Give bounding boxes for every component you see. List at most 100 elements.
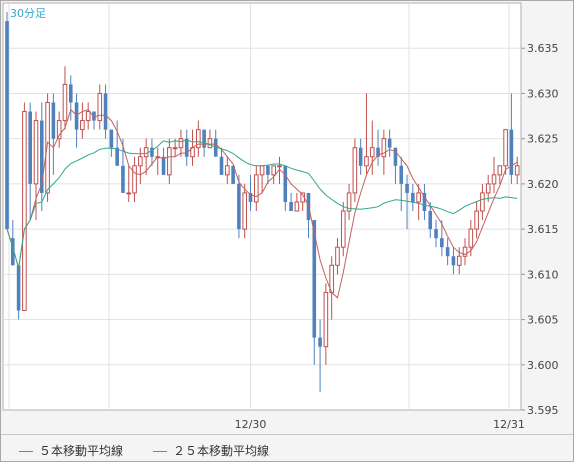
candle-body [184, 138, 189, 157]
candle-body [68, 84, 73, 103]
candle-body [80, 120, 85, 131]
candle-body [33, 120, 39, 185]
candle-body [62, 83, 68, 122]
candle-body [207, 138, 213, 149]
plot-area [2, 2, 522, 411]
candle-body [45, 101, 50, 194]
candle-body [219, 156, 224, 175]
candle-body [376, 147, 380, 157]
x-tick-label: 12/30 [235, 418, 267, 431]
candle-body [121, 165, 125, 193]
candle-body [485, 183, 491, 194]
candle-body [242, 192, 248, 230]
candle-body [451, 256, 456, 266]
candle-body [312, 220, 317, 338]
candle-body [271, 165, 276, 176]
candle-body [289, 201, 293, 212]
candle-body [503, 129, 508, 167]
candle-body [346, 192, 352, 212]
candle-body [456, 255, 462, 266]
candle-body [474, 210, 479, 230]
candle-body [259, 165, 265, 176]
candle-body [340, 210, 346, 248]
y-tick-label: 3.605 [527, 314, 559, 327]
y-tick-label: 3.620 [527, 178, 559, 191]
ma5-line [6, 108, 518, 299]
candle-body [16, 265, 21, 311]
y-tick-label: 3.600 [527, 359, 559, 372]
candle-body [358, 147, 363, 166]
candle-body [445, 247, 450, 257]
candle-body [126, 192, 132, 195]
candle-body [178, 138, 184, 149]
legend-item-ma25: ２５本移動平均線 [153, 442, 269, 459]
candle-body [56, 120, 62, 140]
candle-body [103, 93, 108, 130]
candle-body [231, 165, 235, 184]
candle-body [514, 165, 520, 176]
candle-body [167, 147, 172, 176]
candle-body [369, 147, 375, 158]
legend: ５本移動平均線 ２５本移動平均線 [1, 434, 573, 462]
candle-body [248, 192, 253, 202]
candle-body [393, 147, 398, 166]
candle-body [161, 156, 166, 175]
candle-body [381, 138, 387, 158]
ma25-line [6, 139, 518, 269]
y-tick-label: 3.635 [527, 42, 559, 55]
candle-body [468, 228, 474, 248]
candle-body [364, 156, 369, 167]
candle-body [480, 192, 485, 212]
candle-body [399, 165, 404, 184]
candle-body [143, 147, 149, 158]
candle-body [150, 147, 154, 157]
legend-label-ma25: ２５本移動平均線 [173, 444, 270, 458]
candle-body [294, 201, 300, 212]
candle-body [225, 165, 230, 176]
candle-body [434, 229, 438, 239]
y-tick-label: 3.625 [527, 133, 559, 146]
candle-body [28, 111, 32, 184]
legend-item-ma5: ５本移動平均線 [19, 442, 123, 459]
candle-body [22, 111, 27, 312]
candle-body [196, 129, 201, 149]
candle-body [462, 246, 468, 257]
ma5-swatch [19, 451, 33, 452]
candle-body [411, 192, 415, 202]
candle-body [416, 192, 421, 203]
candle-body [497, 165, 503, 176]
candle-body [5, 21, 9, 230]
candle-body [318, 337, 322, 347]
candle-body [323, 291, 329, 348]
candle-body [109, 129, 114, 148]
candle-body [138, 156, 143, 167]
candle-body [172, 147, 178, 150]
y-tick-label: 3.630 [527, 87, 559, 100]
x-tick-label: 12/31 [493, 418, 525, 431]
candle-body [237, 183, 241, 230]
candle-body [509, 129, 514, 175]
candle-body [202, 129, 206, 148]
candle-body [74, 102, 79, 130]
candle-body [85, 111, 91, 122]
legend-label-ma5: ５本移動平均線 [39, 444, 124, 458]
candle-body [97, 92, 103, 122]
candle-body [440, 238, 444, 248]
candle-body [51, 102, 56, 139]
y-tick-label: 3.615 [527, 223, 559, 236]
candle-body [277, 165, 282, 168]
candle-body [283, 165, 288, 202]
candle-body [491, 174, 497, 185]
ma25-swatch [153, 451, 167, 452]
candle-body [335, 246, 340, 266]
candle-body [39, 120, 44, 193]
candle-body [132, 165, 137, 194]
candle-body [213, 138, 218, 157]
candlestick-chart: 3.595 3.600 3.605 3.610 3.615 3.620 3.625 3.630… [2, 2, 559, 431]
candle-body [115, 147, 119, 166]
y-tick-label: 3.595 [527, 404, 559, 417]
timeframe-label: 30分足 [10, 7, 46, 20]
candle-body [92, 111, 96, 121]
candle-body [428, 211, 433, 230]
